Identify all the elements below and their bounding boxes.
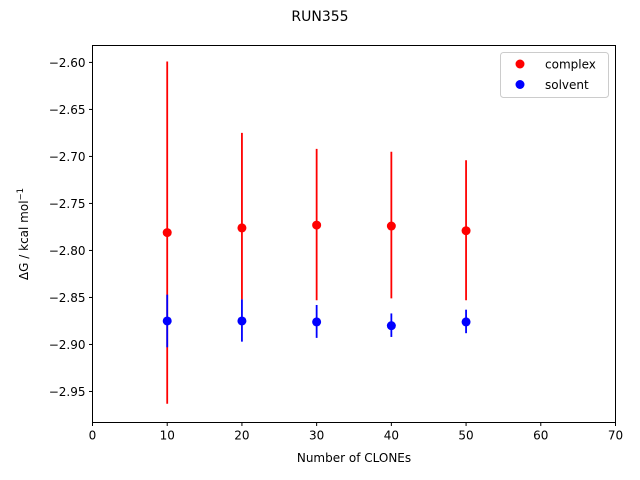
x-tick-label: 30 bbox=[309, 429, 324, 443]
y-axis-label-superscript: −1 bbox=[16, 188, 26, 201]
y-tick-label: −2.75 bbox=[49, 197, 86, 211]
x-tick-label: 60 bbox=[533, 429, 548, 443]
legend-box bbox=[500, 52, 609, 98]
plot-frame bbox=[92, 45, 616, 423]
y-tick-label: −2.65 bbox=[49, 103, 86, 117]
legend-label-solvent: solvent bbox=[545, 78, 589, 92]
complex-point bbox=[386, 221, 396, 231]
x-tick-label: 70 bbox=[608, 429, 623, 443]
x-tick-label: 10 bbox=[160, 429, 175, 443]
y-tick-label: −2.70 bbox=[49, 150, 86, 164]
y-tick-label: −2.60 bbox=[49, 56, 86, 70]
legend-label-complex: complex bbox=[545, 58, 596, 72]
y-tick-label: −2.80 bbox=[49, 244, 86, 258]
complex-point bbox=[237, 223, 247, 233]
solvent-point bbox=[162, 316, 172, 326]
x-axis-ticks: 0 10 20 30 40 50 60 70 bbox=[89, 422, 623, 443]
solvent-point bbox=[312, 317, 322, 327]
legend: complex solvent bbox=[500, 52, 609, 98]
points-layer bbox=[162, 220, 471, 331]
y-tick-label: −2.85 bbox=[49, 291, 86, 305]
x-tick-label: 50 bbox=[458, 429, 473, 443]
complex-point bbox=[312, 220, 322, 230]
solvent-point bbox=[237, 316, 247, 326]
x-tick-label: 40 bbox=[384, 429, 399, 443]
errorbars-layer bbox=[166, 61, 467, 404]
x-axis-label: Number of CLONEs bbox=[297, 451, 411, 465]
legend-marker-complex bbox=[515, 59, 525, 69]
y-axis-label: ΔG / kcal mol−1 bbox=[16, 188, 31, 280]
x-tick-label: 20 bbox=[234, 429, 249, 443]
complex-point bbox=[461, 226, 471, 236]
chart-title: RUN355 bbox=[291, 9, 348, 25]
x-tick-label: 0 bbox=[89, 429, 97, 443]
y-tick-label: −2.95 bbox=[49, 385, 86, 399]
legend-marker-solvent bbox=[515, 80, 525, 89]
solvent-point bbox=[461, 317, 471, 327]
complex-point bbox=[162, 228, 172, 238]
y-tick-label: −2.90 bbox=[49, 338, 86, 352]
y-axis-label-main: ΔG / kcal mol bbox=[17, 200, 31, 280]
y-axis-ticks: −2.95 −2.90 −2.85 −2.80 −2.75 −2.70 −2.65 −2.60 bbox=[49, 56, 93, 399]
solvent-point bbox=[386, 321, 396, 331]
